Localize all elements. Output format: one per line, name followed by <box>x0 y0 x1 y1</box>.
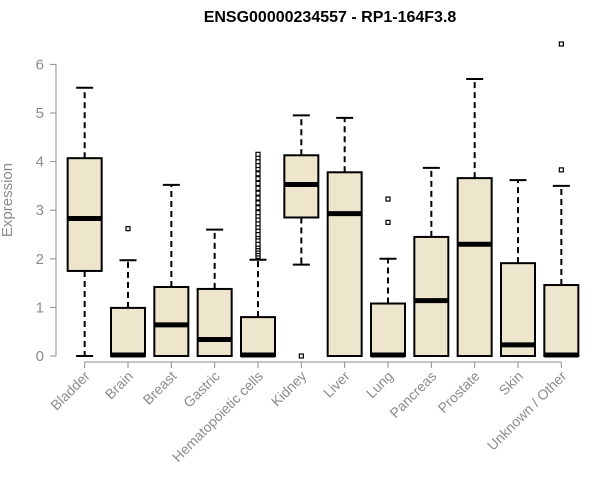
x-category-label: Pancreas <box>386 368 439 421</box>
box-group <box>456 77 493 357</box>
box-iqr <box>326 171 363 357</box>
box-iqr <box>500 262 536 358</box>
box-group <box>326 116 363 357</box>
box-group <box>543 41 580 358</box>
x-category-label: Breast <box>140 368 180 408</box>
outlier-point <box>255 195 261 201</box>
box-group <box>370 196 406 358</box>
box-iqr <box>413 235 450 357</box>
outlier-point <box>558 167 564 173</box>
outlier-point <box>255 171 261 177</box>
x-category-label: Skin <box>496 368 527 399</box>
x-category-label: Prostate <box>435 368 483 416</box>
outlier-point <box>255 210 261 216</box>
box-group <box>413 166 450 357</box>
x-category-label: Kidney <box>268 368 310 410</box>
outlier-point <box>125 226 131 232</box>
x-category-label: Unknown / Other <box>484 368 570 454</box>
box-iqr <box>110 306 146 357</box>
outlier-point <box>298 353 304 359</box>
outlier-point <box>558 41 564 47</box>
y-axis-label: Expression <box>0 163 16 237</box>
box-group <box>500 179 536 358</box>
y-tick-label: 5 <box>36 105 44 122</box>
box-iqr <box>456 177 493 357</box>
x-category-label: Gastric <box>180 368 223 411</box>
box-group <box>240 151 276 358</box>
box-iqr <box>543 284 580 358</box>
box-group <box>196 228 233 358</box>
chart-title: ENSG00000234557 - RP1-164F3.8 <box>204 9 457 26</box>
x-category-label: Lung <box>363 368 396 401</box>
outlier-point <box>255 176 261 182</box>
outlier-point <box>385 196 391 202</box>
box-iqr <box>196 287 233 358</box>
y-tick-label: 6 <box>36 56 44 73</box>
plot-area <box>66 41 580 359</box>
box-group <box>283 114 320 359</box>
box-group <box>66 86 103 357</box>
y-tick-label: 2 <box>36 251 44 268</box>
y-axis: 0 1 2 3 4 5 6 <box>36 56 57 365</box>
x-category-label: Liver <box>320 368 353 401</box>
outlier-point <box>255 180 261 187</box>
box-group <box>153 183 190 358</box>
box-iqr <box>370 302 406 357</box>
outlier-point <box>385 219 391 225</box>
outlier-point <box>255 205 261 211</box>
outlier-point <box>255 200 261 206</box>
box-iqr <box>66 157 103 272</box>
outlier-point <box>255 151 261 157</box>
y-tick-label: 1 <box>36 299 44 316</box>
x-category-label: Brain <box>102 368 136 402</box>
y-tick-label: 0 <box>36 348 44 365</box>
box-iqr <box>153 285 190 358</box>
outlier-point <box>255 185 261 191</box>
box-iqr <box>240 316 276 357</box>
x-category-label: Bladder <box>47 368 93 414</box>
y-tick-label: 4 <box>36 154 44 171</box>
outlier-point <box>255 190 261 196</box>
y-tick-label: 3 <box>36 202 44 219</box>
box-group <box>110 226 146 358</box>
